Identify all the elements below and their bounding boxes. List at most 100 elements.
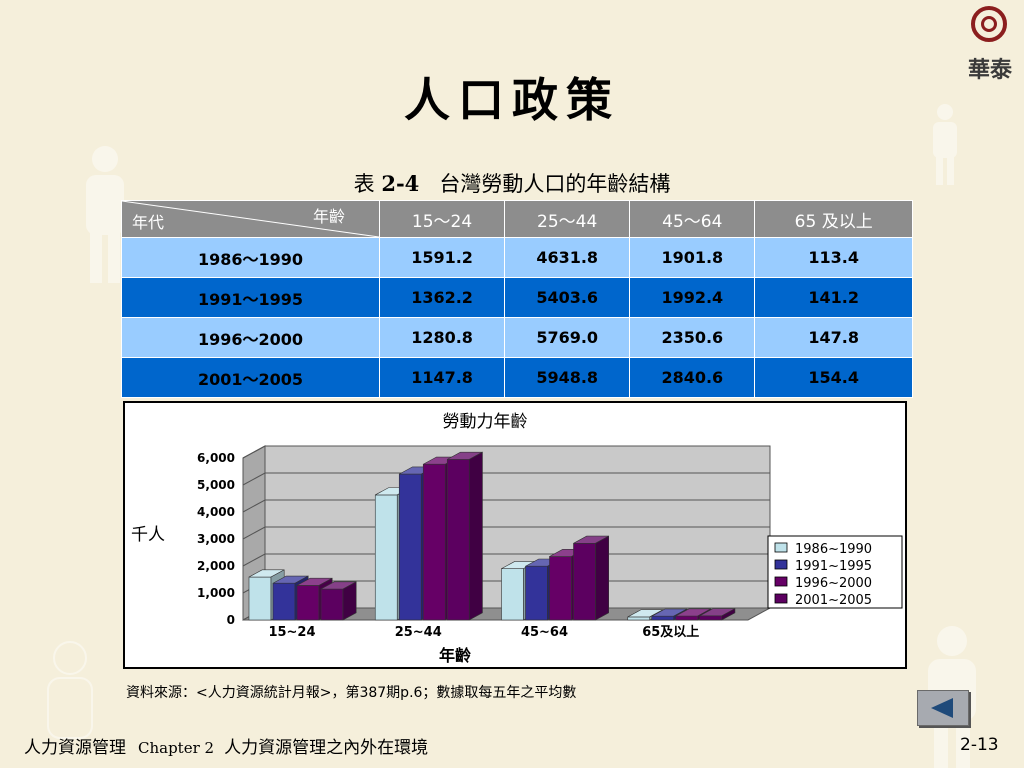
row-period-cell: 1996～2000: [121, 317, 380, 358]
column-header: 45～64: [629, 200, 756, 238]
table-cell: 1280.8: [378, 317, 506, 358]
bar: [573, 543, 596, 621]
table-row: 2001～2005 1147.8 5948.8 2840.6 154.4: [121, 357, 913, 398]
row-period-cell: 1991～1995: [121, 277, 380, 318]
x-axis-label: 年齡: [439, 646, 471, 665]
column-header: 25～44: [504, 200, 631, 238]
table-cell: 1992.4: [629, 277, 756, 318]
chart-legend: [767, 535, 903, 609]
y-tick-label: 2,000: [197, 559, 235, 573]
logo-ring-icon: [971, 6, 1007, 42]
table-cell: 1591.2: [378, 237, 506, 278]
y-tick-label: 0: [227, 613, 235, 627]
background-person-icon: [47, 641, 93, 739]
x-tick-label: 65及以上: [642, 625, 699, 640]
page-title: 人口政策: [404, 73, 620, 127]
bar: [675, 615, 699, 621]
legend-swatch: [774, 559, 788, 570]
legend-label: 1996~2000: [795, 576, 872, 591]
bar: [248, 576, 272, 621]
table-cell: 1147.8: [378, 357, 506, 398]
y-axis-label: 千人: [131, 525, 165, 545]
corner-label-period: 年代: [132, 213, 165, 232]
table-cell: 5403.6: [504, 277, 631, 318]
bar: [296, 585, 320, 621]
caption-number: 2-4: [381, 171, 420, 196]
row-period-cell: 2001～2005: [121, 357, 380, 398]
caption-prefix: 表: [353, 172, 375, 196]
back-button[interactable]: [917, 690, 969, 726]
bar: [374, 494, 398, 621]
bar: [651, 615, 675, 621]
x-tick-label: 45~64: [521, 625, 568, 640]
background-person-icon: [933, 104, 957, 185]
table-cell: 147.8: [754, 317, 913, 358]
table-header-row: 年代 年齡 15～24 25～44 45～64 65 及以上: [121, 200, 913, 238]
table-cell: 4631.8: [504, 237, 631, 278]
bar: [501, 568, 524, 621]
footer-course: 人力資源管理: [24, 738, 126, 758]
y-tick-label: 5,000: [197, 478, 235, 492]
logo-ring-inner-icon: [981, 16, 997, 32]
corner-diagonal-line: [122, 201, 379, 237]
x-tick-label: 15~24: [268, 625, 315, 640]
table-cell: 5948.8: [504, 357, 631, 398]
legend-label: 2001~2005: [795, 593, 872, 608]
corner-label-age: 年齡: [312, 207, 345, 226]
table-cell: 141.2: [754, 277, 913, 318]
legend-label: 1986~1990: [795, 542, 872, 557]
table-cell: 5769.0: [504, 317, 631, 358]
bar: [320, 588, 344, 621]
bar: [699, 615, 723, 621]
gridline: [242, 499, 770, 513]
y-tick-label: 3,000: [197, 532, 235, 546]
table-cell: 154.4: [754, 357, 913, 398]
bar: [627, 616, 651, 621]
table-caption: 表 2-4 台灣勞動人口的年齡結構: [0, 168, 1024, 198]
y-tick-label: 1,000: [197, 586, 235, 600]
legend-swatch: [774, 576, 788, 587]
row-period-cell: 1986～1990: [121, 237, 380, 278]
table-row: 1996～2000 1280.8 5769.0 2350.6 147.8: [121, 317, 913, 358]
chart-container: 0 1,000 2,000 3,000 4,000 5,000 6,000 15~24 25~4…: [123, 401, 907, 669]
table-cell: 2840.6: [629, 357, 756, 398]
legend-swatch: [774, 542, 788, 553]
gridline: [242, 472, 770, 486]
age-structure-table: 年代 年齡 15～24 25～44 45～64 65 及以上 1986～1990…: [121, 200, 913, 398]
chart-title: 勞動力年齡: [443, 412, 528, 432]
y-tick-label: 4,000: [197, 505, 235, 519]
back-arrow-icon: [931, 698, 953, 718]
bar: [422, 463, 446, 621]
footer-chapter: Chapter 2: [138, 739, 215, 757]
table-cell: 113.4: [754, 237, 913, 278]
x-tick-label: 25~44: [395, 625, 442, 640]
bar: [446, 459, 470, 621]
page-number: 2-13: [960, 735, 999, 755]
caption-text: 台灣勞動人口的年齡結構: [439, 172, 671, 196]
bar-chart: 0 1,000 2,000 3,000 4,000 5,000 6,000 15~24 25~4…: [131, 412, 903, 665]
bar: [272, 582, 296, 621]
bar-side: [595, 535, 610, 621]
bar: [398, 473, 422, 621]
footer: 人力資源管理 Chapter 2 人力資源管理之內外在環境: [24, 733, 428, 758]
table-row: 1986～1990 1591.2 4631.8 1901.8 113.4: [121, 237, 913, 278]
y-tick-label: 6,000: [197, 451, 235, 465]
table-row: 1991～1995 1362.2 5403.6 1992.4 141.2: [121, 277, 913, 318]
gridline: [242, 526, 770, 540]
column-header: 15～24: [378, 200, 506, 238]
legend-swatch: [774, 593, 788, 604]
table-corner-cell: 年代 年齡: [121, 200, 380, 238]
gridline: [242, 445, 770, 459]
bar: [549, 556, 572, 621]
bar-side: [342, 581, 357, 621]
footer-chapter-title: 人力資源管理之內外在環境: [224, 738, 429, 758]
background-person-icon: [86, 146, 124, 283]
bar-side: [721, 608, 736, 621]
source-note: 資料來源：<人力資源統計月報>，第387期p.6；數據取每五年之平均數: [126, 685, 577, 701]
bar-side: [468, 451, 483, 621]
company-logo: 華泰: [960, 6, 1020, 83]
column-header: 65 及以上: [754, 200, 913, 238]
bar: [525, 565, 548, 621]
table-cell: 1362.2: [378, 277, 506, 318]
legend-label: 1991~1995: [795, 559, 872, 574]
